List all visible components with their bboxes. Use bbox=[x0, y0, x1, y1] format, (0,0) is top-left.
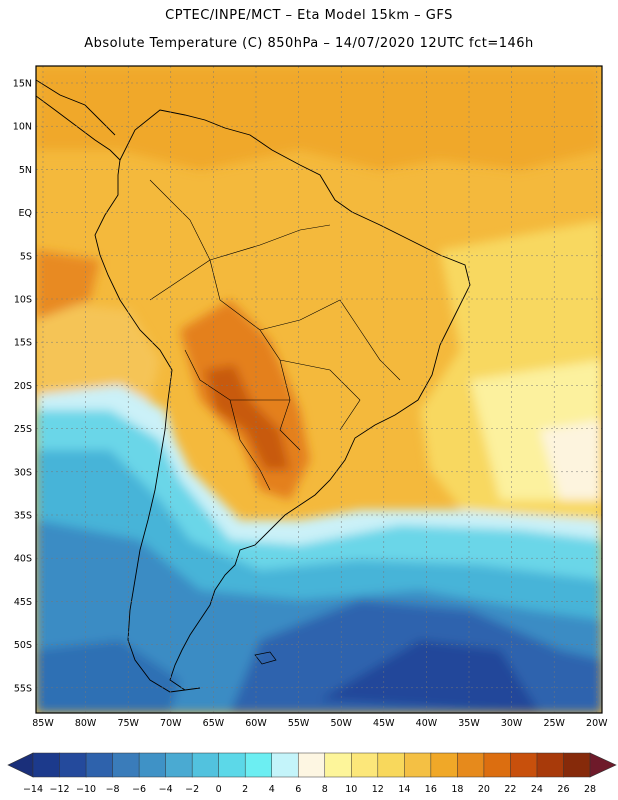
colorbar-swatch bbox=[218, 752, 246, 778]
lat-label-15n: 15N bbox=[13, 79, 32, 90]
colorbar-label: 8 bbox=[322, 784, 328, 795]
lat-label-5s: 5S bbox=[20, 251, 32, 262]
colorbar-swatch bbox=[165, 752, 193, 778]
colorbar-swatch bbox=[191, 752, 220, 778]
interior-hottest-core bbox=[205, 365, 290, 470]
colorbar-label: −8 bbox=[106, 784, 120, 795]
colorbar-swatch bbox=[297, 752, 326, 778]
colorbar-label: 12 bbox=[372, 784, 384, 795]
colorbar-swatch bbox=[112, 752, 140, 778]
pacific-orange bbox=[36, 250, 100, 320]
lat-label-35s: 35S bbox=[14, 511, 32, 522]
lon-label-65w: 65W bbox=[203, 718, 225, 729]
colorbar-swatch bbox=[536, 752, 565, 778]
colorbar-swatch bbox=[85, 752, 114, 778]
colorbar-swatch bbox=[271, 752, 299, 778]
colorbar-label: 16 bbox=[425, 784, 437, 795]
central-america-coastline bbox=[36, 79, 121, 161]
colorbar-label: −14 bbox=[23, 784, 43, 795]
colorbar-label: −4 bbox=[159, 784, 173, 795]
lat-label-30s: 30S bbox=[14, 467, 32, 478]
colorbar-label: 14 bbox=[398, 784, 410, 795]
lon-label-85w: 85W bbox=[32, 718, 54, 729]
colorbar-labels: −14 −12 −10 −8 −6 −4 −2 0 2 4 6 8 10 12 14 16 18 20 22 24 26… bbox=[23, 784, 596, 795]
lon-label-30w: 30W bbox=[501, 718, 523, 729]
colorbar-swatch bbox=[377, 752, 405, 778]
colorbar-min-arrow bbox=[7, 752, 34, 778]
temperature-field bbox=[36, 66, 602, 713]
lon-label-50w: 50W bbox=[330, 718, 352, 729]
colorbar-swatch bbox=[59, 752, 87, 778]
colorbar-swatch bbox=[244, 752, 273, 778]
colorbar-label: −12 bbox=[49, 784, 69, 795]
lat-label-50s: 50S bbox=[14, 640, 32, 651]
country-borders bbox=[149, 179, 401, 491]
longitude-labels: 85W 80W 75W 70W 65W 60W 55W 50W 45W 40W 35W 30W 25W 2… bbox=[32, 718, 608, 729]
colorbar-swatch bbox=[32, 752, 61, 778]
south-america-coastline bbox=[94, 109, 471, 693]
southwest-blue bbox=[36, 640, 180, 713]
coastlines bbox=[36, 79, 471, 693]
colorbar-label: −2 bbox=[185, 784, 199, 795]
colorbar-label: −10 bbox=[76, 784, 96, 795]
colorbar-label: 10 bbox=[345, 784, 357, 795]
colorbar-label: −6 bbox=[132, 784, 146, 795]
falkland-islands bbox=[254, 651, 277, 665]
latitude-labels: 15N 10N 5N EQ 5S 10S 15S 20S 25S 30S 35S 40S 45S 50S 5… bbox=[13, 79, 32, 695]
lon-label-35w: 35W bbox=[458, 718, 480, 729]
title-line-1: CPTEC/INPE/MCT – Eta Model 15km – GFS bbox=[165, 8, 453, 23]
colorbar-label: 2 bbox=[242, 784, 248, 795]
cold-deepest-blue bbox=[320, 640, 540, 713]
colorbar-max-arrow bbox=[589, 752, 617, 778]
colorbar-label: 26 bbox=[557, 784, 569, 795]
lon-label-45w: 45W bbox=[373, 718, 395, 729]
colorbar-swatch bbox=[324, 752, 352, 778]
lat-label-20s: 20S bbox=[14, 381, 32, 392]
gridlines bbox=[36, 66, 602, 713]
colorbar-label: 28 bbox=[584, 784, 596, 795]
lon-label-55w: 55W bbox=[288, 718, 310, 729]
colorbar-swatch bbox=[483, 752, 511, 778]
atlantic-cream bbox=[540, 420, 602, 500]
lat-label-45s: 45S bbox=[14, 597, 32, 608]
lon-label-60w: 60W bbox=[245, 718, 267, 729]
lat-label-55s: 55S bbox=[14, 683, 32, 694]
lon-label-40w: 40W bbox=[416, 718, 438, 729]
lon-label-20w: 20W bbox=[586, 718, 608, 729]
colorbar-swatch bbox=[404, 752, 432, 778]
colorbar-label: 6 bbox=[295, 784, 301, 795]
colorbar-label: 4 bbox=[269, 784, 275, 795]
colorbar-label: 0 bbox=[216, 784, 222, 795]
colorbar-label: 18 bbox=[451, 784, 463, 795]
north-warm-zone bbox=[36, 66, 602, 170]
lat-label-40s: 40S bbox=[14, 554, 32, 565]
lon-label-70w: 70W bbox=[160, 718, 182, 729]
colorbar-swatch bbox=[457, 752, 485, 778]
lon-label-25w: 25W bbox=[543, 718, 565, 729]
lat-label-15s: 15S bbox=[14, 338, 32, 349]
lon-label-80w: 80W bbox=[75, 718, 97, 729]
colorbar-swatch bbox=[430, 752, 458, 778]
colorbar-label: 24 bbox=[531, 784, 543, 795]
colorbar-label: 20 bbox=[478, 784, 490, 795]
lon-label-75w: 75W bbox=[117, 718, 139, 729]
colorbar-swatch bbox=[138, 752, 167, 778]
lat-label-eq: EQ bbox=[19, 208, 32, 219]
colorbar-swatch bbox=[510, 752, 538, 778]
lat-label-5n: 5N bbox=[19, 165, 32, 176]
title-line-2: Absolute Temperature (C) 850hPa – 14/07/… bbox=[84, 36, 534, 51]
colorbar bbox=[7, 752, 617, 778]
lat-label-10n: 10N bbox=[13, 122, 32, 133]
colorbar-label: 22 bbox=[504, 784, 516, 795]
lat-label-10s: 10S bbox=[14, 295, 32, 306]
lat-label-25s: 25S bbox=[14, 424, 32, 435]
colorbar-swatch bbox=[563, 752, 591, 778]
colorbar-swatch bbox=[351, 752, 379, 778]
map-frame bbox=[35, 65, 603, 714]
